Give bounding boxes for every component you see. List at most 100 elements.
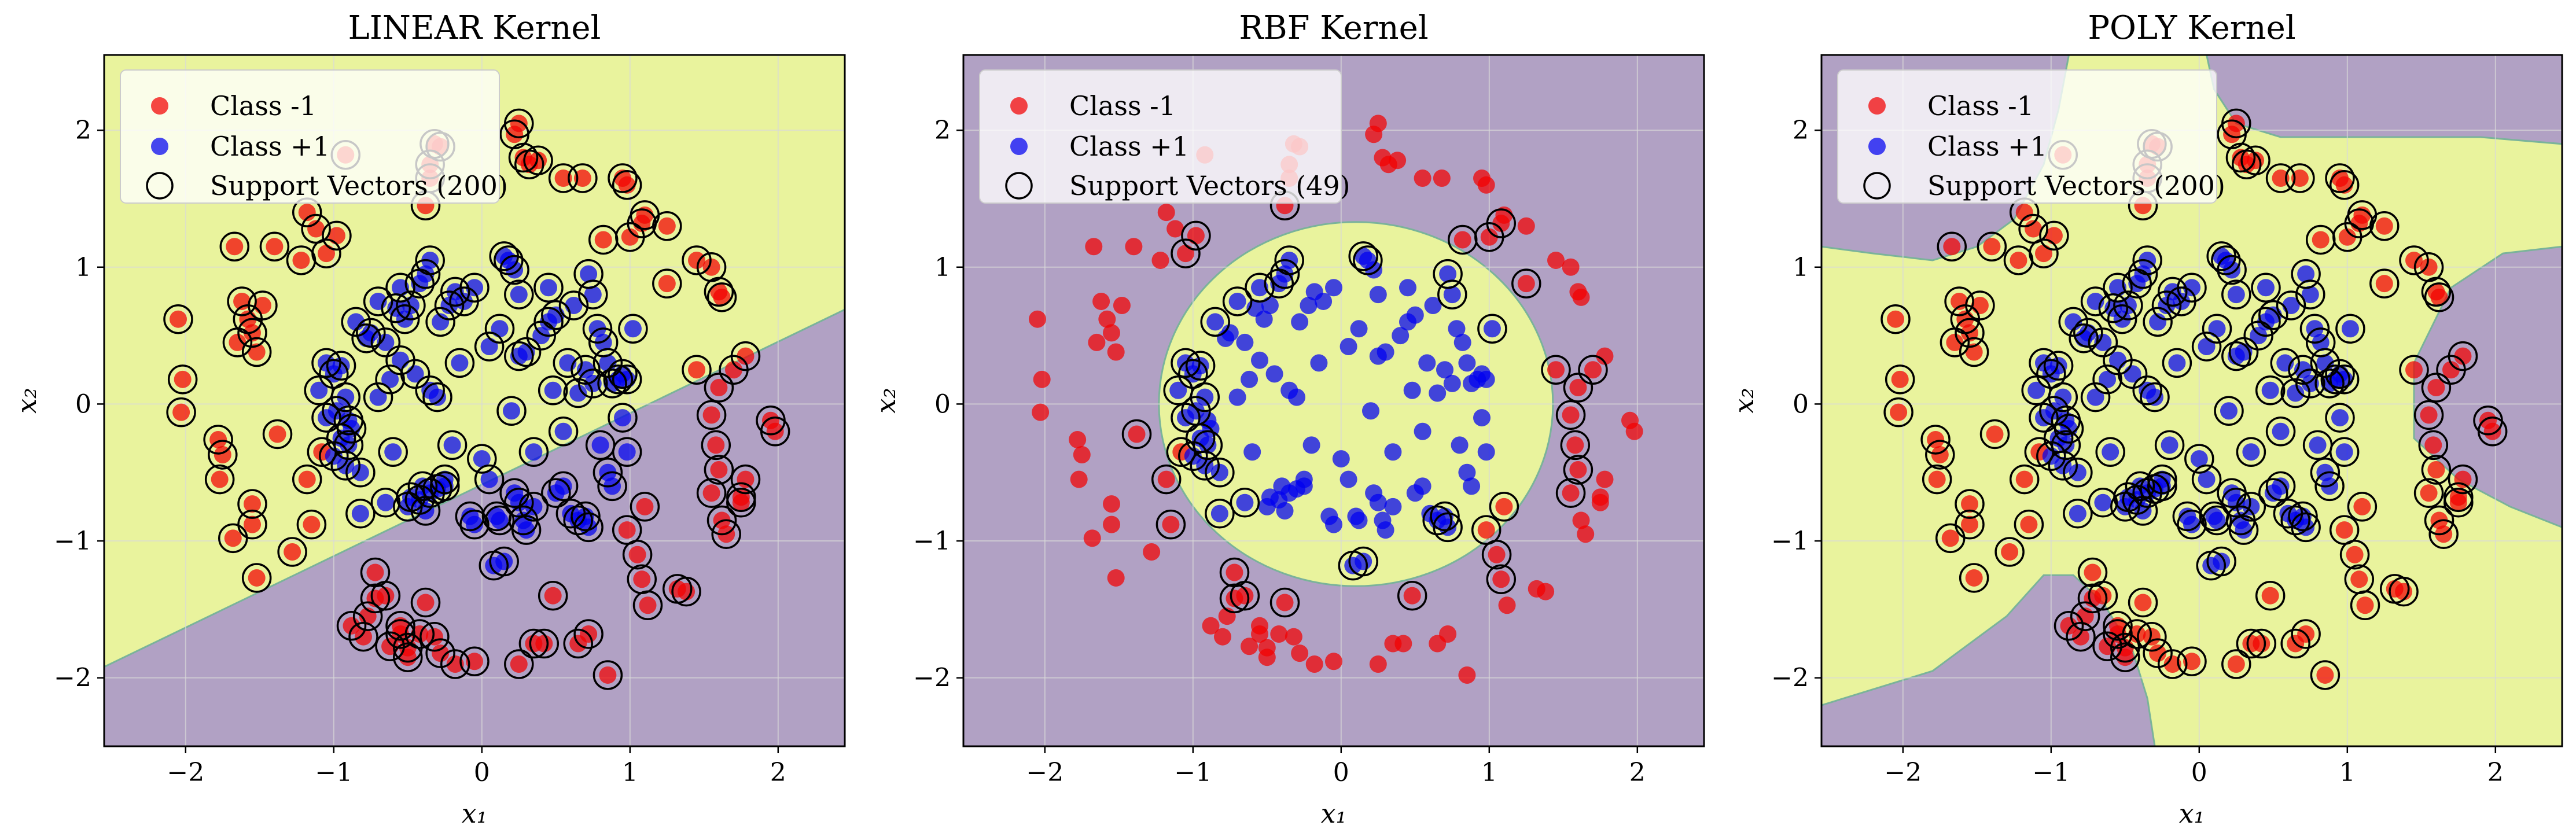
support-vector-marker bbox=[2288, 355, 2318, 385]
support-vector-marker bbox=[375, 364, 405, 395]
support-vector-marker bbox=[370, 327, 401, 358]
support-vector-marker bbox=[2143, 307, 2173, 337]
support-vector-marker bbox=[2302, 430, 2333, 460]
y-tick-label: −2 bbox=[1771, 664, 1809, 693]
support-vector-marker bbox=[652, 211, 682, 241]
support-vector-marker bbox=[1171, 403, 1201, 433]
point-class-pos bbox=[1350, 320, 1368, 338]
support-vector-marker bbox=[1230, 580, 1260, 611]
point-class-neg bbox=[446, 655, 464, 673]
point-class-neg bbox=[1070, 470, 1088, 488]
point-class-neg bbox=[2143, 628, 2161, 646]
x-axis-label: x₁ bbox=[1321, 798, 1346, 829]
support-vector-marker bbox=[381, 293, 411, 323]
support-vector-marker bbox=[2036, 441, 2066, 471]
point-class-neg bbox=[510, 115, 528, 132]
support-vector-marker bbox=[1959, 563, 1989, 593]
support-vector-marker bbox=[2305, 327, 2336, 358]
support-vector-marker bbox=[2295, 279, 2325, 310]
support-vector-marker bbox=[241, 563, 272, 593]
support-vector-marker bbox=[1190, 451, 1220, 481]
support-vector-marker bbox=[2310, 348, 2341, 378]
support-vector-marker bbox=[2424, 505, 2454, 536]
x-axis-label: x₁ bbox=[2179, 798, 2205, 829]
point-class-neg bbox=[1202, 617, 1220, 635]
legend-label-class-pos: Class +1 bbox=[1069, 131, 1189, 162]
support-vector-marker bbox=[2088, 488, 2118, 518]
legend-label-support-vectors: Support Vectors (200) bbox=[1927, 170, 2225, 201]
support-vector-marker bbox=[2073, 318, 2103, 348]
support-vector-marker bbox=[533, 272, 564, 303]
point-class-pos bbox=[1243, 443, 1261, 461]
support-vector-marker bbox=[385, 619, 415, 649]
support-vector-marker bbox=[2221, 649, 2251, 679]
point-class-pos bbox=[1369, 286, 1387, 304]
support-vector-marker bbox=[1937, 231, 1967, 262]
point-class-neg bbox=[1986, 425, 2004, 443]
support-vector-marker bbox=[259, 231, 290, 262]
point-class-neg bbox=[1584, 361, 1602, 379]
support-vector-marker bbox=[2255, 580, 2286, 611]
support-vector-marker bbox=[2051, 430, 2081, 460]
support-vector-marker bbox=[526, 320, 556, 351]
support-vector-marker bbox=[2202, 314, 2232, 344]
support-vector-marker bbox=[385, 611, 415, 641]
support-vector-marker bbox=[529, 628, 560, 659]
support-vector-marker bbox=[322, 220, 352, 251]
support-vector-marker bbox=[533, 307, 564, 337]
point-class-pos bbox=[2250, 327, 2268, 345]
point-class-pos bbox=[544, 381, 562, 399]
point-class-pos bbox=[1448, 320, 1466, 338]
point-class-pos bbox=[1483, 320, 1501, 338]
support-vector-marker bbox=[499, 255, 529, 285]
point-class-pos bbox=[2272, 477, 2290, 495]
point-class-neg bbox=[355, 628, 372, 646]
support-vector-marker bbox=[760, 416, 790, 447]
point-class-neg bbox=[432, 644, 450, 662]
point-class-neg bbox=[224, 529, 242, 547]
point-class-neg bbox=[1414, 169, 1431, 187]
support-vector-marker bbox=[2103, 345, 2133, 375]
support-vector-marker bbox=[444, 348, 475, 378]
support-vector-marker bbox=[1471, 515, 1502, 545]
point-class-neg bbox=[737, 470, 755, 488]
point-class-pos bbox=[310, 381, 328, 399]
point-class-neg bbox=[707, 436, 725, 454]
support-vector-marker bbox=[1885, 364, 1915, 395]
legend-box bbox=[1837, 69, 2217, 204]
support-vector-marker bbox=[2280, 505, 2310, 536]
support-vector-marker bbox=[2103, 611, 2133, 641]
point-class-pos bbox=[1406, 306, 1424, 324]
point-class-neg bbox=[618, 521, 636, 539]
support-vector-marker bbox=[437, 430, 468, 460]
point-class-neg bbox=[1291, 644, 1309, 662]
point-class-neg bbox=[1572, 288, 1590, 306]
support-vector-marker bbox=[425, 307, 455, 337]
chart-title: POLY Kernel bbox=[2088, 9, 2295, 47]
support-vector-marker bbox=[1353, 245, 1383, 275]
point-class-pos bbox=[1418, 354, 1436, 372]
point-class-neg bbox=[2316, 666, 2334, 684]
point-class-pos bbox=[532, 327, 550, 345]
support-vector-marker bbox=[2299, 314, 2330, 344]
x-tick-label: 2 bbox=[770, 758, 786, 787]
support-vector-marker bbox=[2092, 364, 2122, 395]
point-class-neg bbox=[1596, 470, 1614, 488]
support-vector-marker bbox=[319, 359, 349, 389]
support-vector-marker bbox=[341, 307, 371, 337]
support-vector-marker bbox=[704, 373, 734, 403]
point-class-neg bbox=[284, 543, 301, 561]
support-vector-marker bbox=[573, 512, 603, 543]
legend-marker-class-neg bbox=[1868, 97, 1886, 115]
point-class-neg bbox=[1891, 370, 1909, 388]
point-class-pos bbox=[2086, 388, 2104, 406]
point-class-neg bbox=[1488, 546, 1506, 563]
support-vector-marker bbox=[378, 437, 408, 467]
support-vector-marker bbox=[2329, 364, 2360, 395]
support-vector-marker bbox=[237, 318, 267, 348]
support-vector-marker bbox=[166, 397, 196, 428]
support-vector-marker bbox=[455, 501, 485, 532]
point-class-neg bbox=[535, 635, 553, 653]
support-vector-marker bbox=[218, 523, 248, 554]
